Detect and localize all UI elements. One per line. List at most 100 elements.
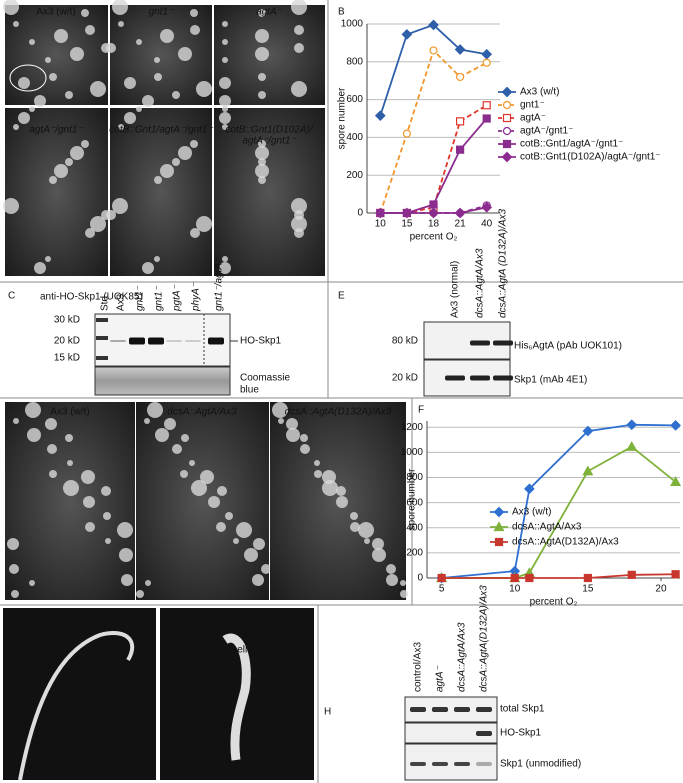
- spore-head: [142, 262, 154, 274]
- spore-head: [83, 496, 95, 508]
- y-tick-label: 400: [346, 132, 363, 143]
- band-label: total Skp1: [500, 704, 545, 715]
- blot-title: anti-HO-Skp1 (UOK85): [40, 292, 143, 303]
- annotation: prespore cells: [190, 645, 252, 656]
- lane-label: agtA⁻: [435, 665, 446, 692]
- spore-head: [155, 428, 169, 442]
- spore-head: [112, 198, 128, 214]
- spore-head: [172, 158, 180, 166]
- spore-head: [101, 486, 111, 496]
- spore-head: [81, 140, 89, 148]
- spore-head: [81, 9, 89, 17]
- micrograph: [214, 108, 325, 276]
- micrograph: [110, 5, 212, 105]
- spore-head: [244, 548, 258, 562]
- band: [110, 340, 126, 342]
- spore-head: [336, 486, 346, 496]
- spore-head: [47, 444, 57, 454]
- data-point: [428, 19, 439, 31]
- spore-head: [190, 140, 198, 148]
- spore-head: [258, 158, 266, 166]
- spore-head: [386, 574, 398, 586]
- spore-head: [219, 112, 231, 124]
- band: [410, 762, 426, 766]
- micrograph: [5, 402, 135, 600]
- marker-label: 20 kD: [392, 373, 418, 384]
- x-tick-label: 15: [582, 584, 594, 595]
- spore-head: [261, 564, 271, 574]
- lane-label: dcsA::AgtA/Ax3: [457, 622, 468, 692]
- spore-head: [34, 262, 46, 274]
- spore-head: [300, 444, 310, 454]
- band: [166, 340, 182, 342]
- x-tick-label: 20: [655, 584, 667, 595]
- legend-label: Ax3 (w/t): [512, 507, 551, 518]
- data-point: [456, 72, 465, 82]
- y-tick-label: 200: [346, 170, 363, 181]
- spore-head: [11, 590, 19, 598]
- band-label: Coomassie: [240, 373, 290, 384]
- band: [129, 337, 145, 345]
- spore-head: [13, 21, 19, 27]
- spore-head: [145, 580, 151, 586]
- spore-head: [118, 21, 124, 27]
- spore-head: [189, 460, 195, 466]
- data-point: [626, 441, 638, 451]
- y-tick-label: 0: [417, 573, 423, 584]
- lane-label: dcsA::AgtA(D132A)/Ax3: [479, 585, 490, 692]
- spore-head: [13, 124, 19, 130]
- image-caption: Ax3 (w/t): [58, 615, 97, 626]
- x-tick-label: 15: [401, 219, 413, 230]
- y-tick-label: 400: [406, 522, 423, 533]
- spore-head: [255, 29, 269, 43]
- spore-head: [386, 564, 396, 574]
- spore-head: [45, 418, 57, 430]
- spore-head: [121, 574, 133, 586]
- marker-label: 15 kD: [54, 353, 80, 364]
- image-caption: agtA⁻/gnt1⁻: [29, 125, 83, 136]
- image-caption: dcsA::AgtA(D132A)/Ax3: [185, 615, 292, 626]
- image-caption: Ax3 (w/t): [36, 7, 75, 18]
- panel-letter: H: [324, 707, 331, 718]
- spore-head: [172, 444, 182, 454]
- spore-head: [9, 564, 19, 574]
- spore-head: [222, 21, 228, 27]
- spore-head: [291, 81, 307, 97]
- micrograph: [5, 108, 108, 276]
- spore-head: [222, 256, 228, 262]
- series-line: [379, 23, 487, 116]
- data-point: [401, 207, 413, 219]
- spore-head: [103, 512, 111, 520]
- spore-head: [13, 418, 19, 424]
- spore-head: [291, 216, 307, 232]
- spore-head: [258, 9, 266, 17]
- spore-head: [29, 580, 35, 586]
- lane-label: Ax3: [116, 293, 127, 311]
- spore-head: [45, 256, 51, 262]
- image-caption: dcsA::AgtA/Ax3: [167, 407, 237, 418]
- data-point: [626, 419, 638, 431]
- band: [493, 340, 513, 346]
- spore-head: [372, 538, 384, 550]
- series-line: [380, 104, 488, 214]
- spore-head: [336, 496, 348, 508]
- spore-head: [222, 57, 228, 63]
- lane-label: gnt1⁻: [154, 286, 165, 311]
- spore-head: [118, 124, 124, 130]
- spore-head: [18, 112, 30, 124]
- legend-marker: [502, 126, 512, 136]
- spore-head: [106, 43, 116, 53]
- band: [476, 762, 492, 766]
- spore-head: [172, 91, 180, 99]
- spore-head: [255, 146, 269, 160]
- legend-label: gnt1⁻: [520, 100, 545, 111]
- spore-head: [294, 25, 304, 35]
- spore-head: [364, 538, 370, 544]
- lane-label: pgtA⁻: [172, 284, 183, 312]
- data-point: [454, 207, 466, 219]
- panel-letter: E: [338, 291, 345, 302]
- spore-head: [136, 39, 142, 45]
- image-caption: Ax3 (w/t): [50, 407, 89, 418]
- spore-head: [27, 428, 41, 442]
